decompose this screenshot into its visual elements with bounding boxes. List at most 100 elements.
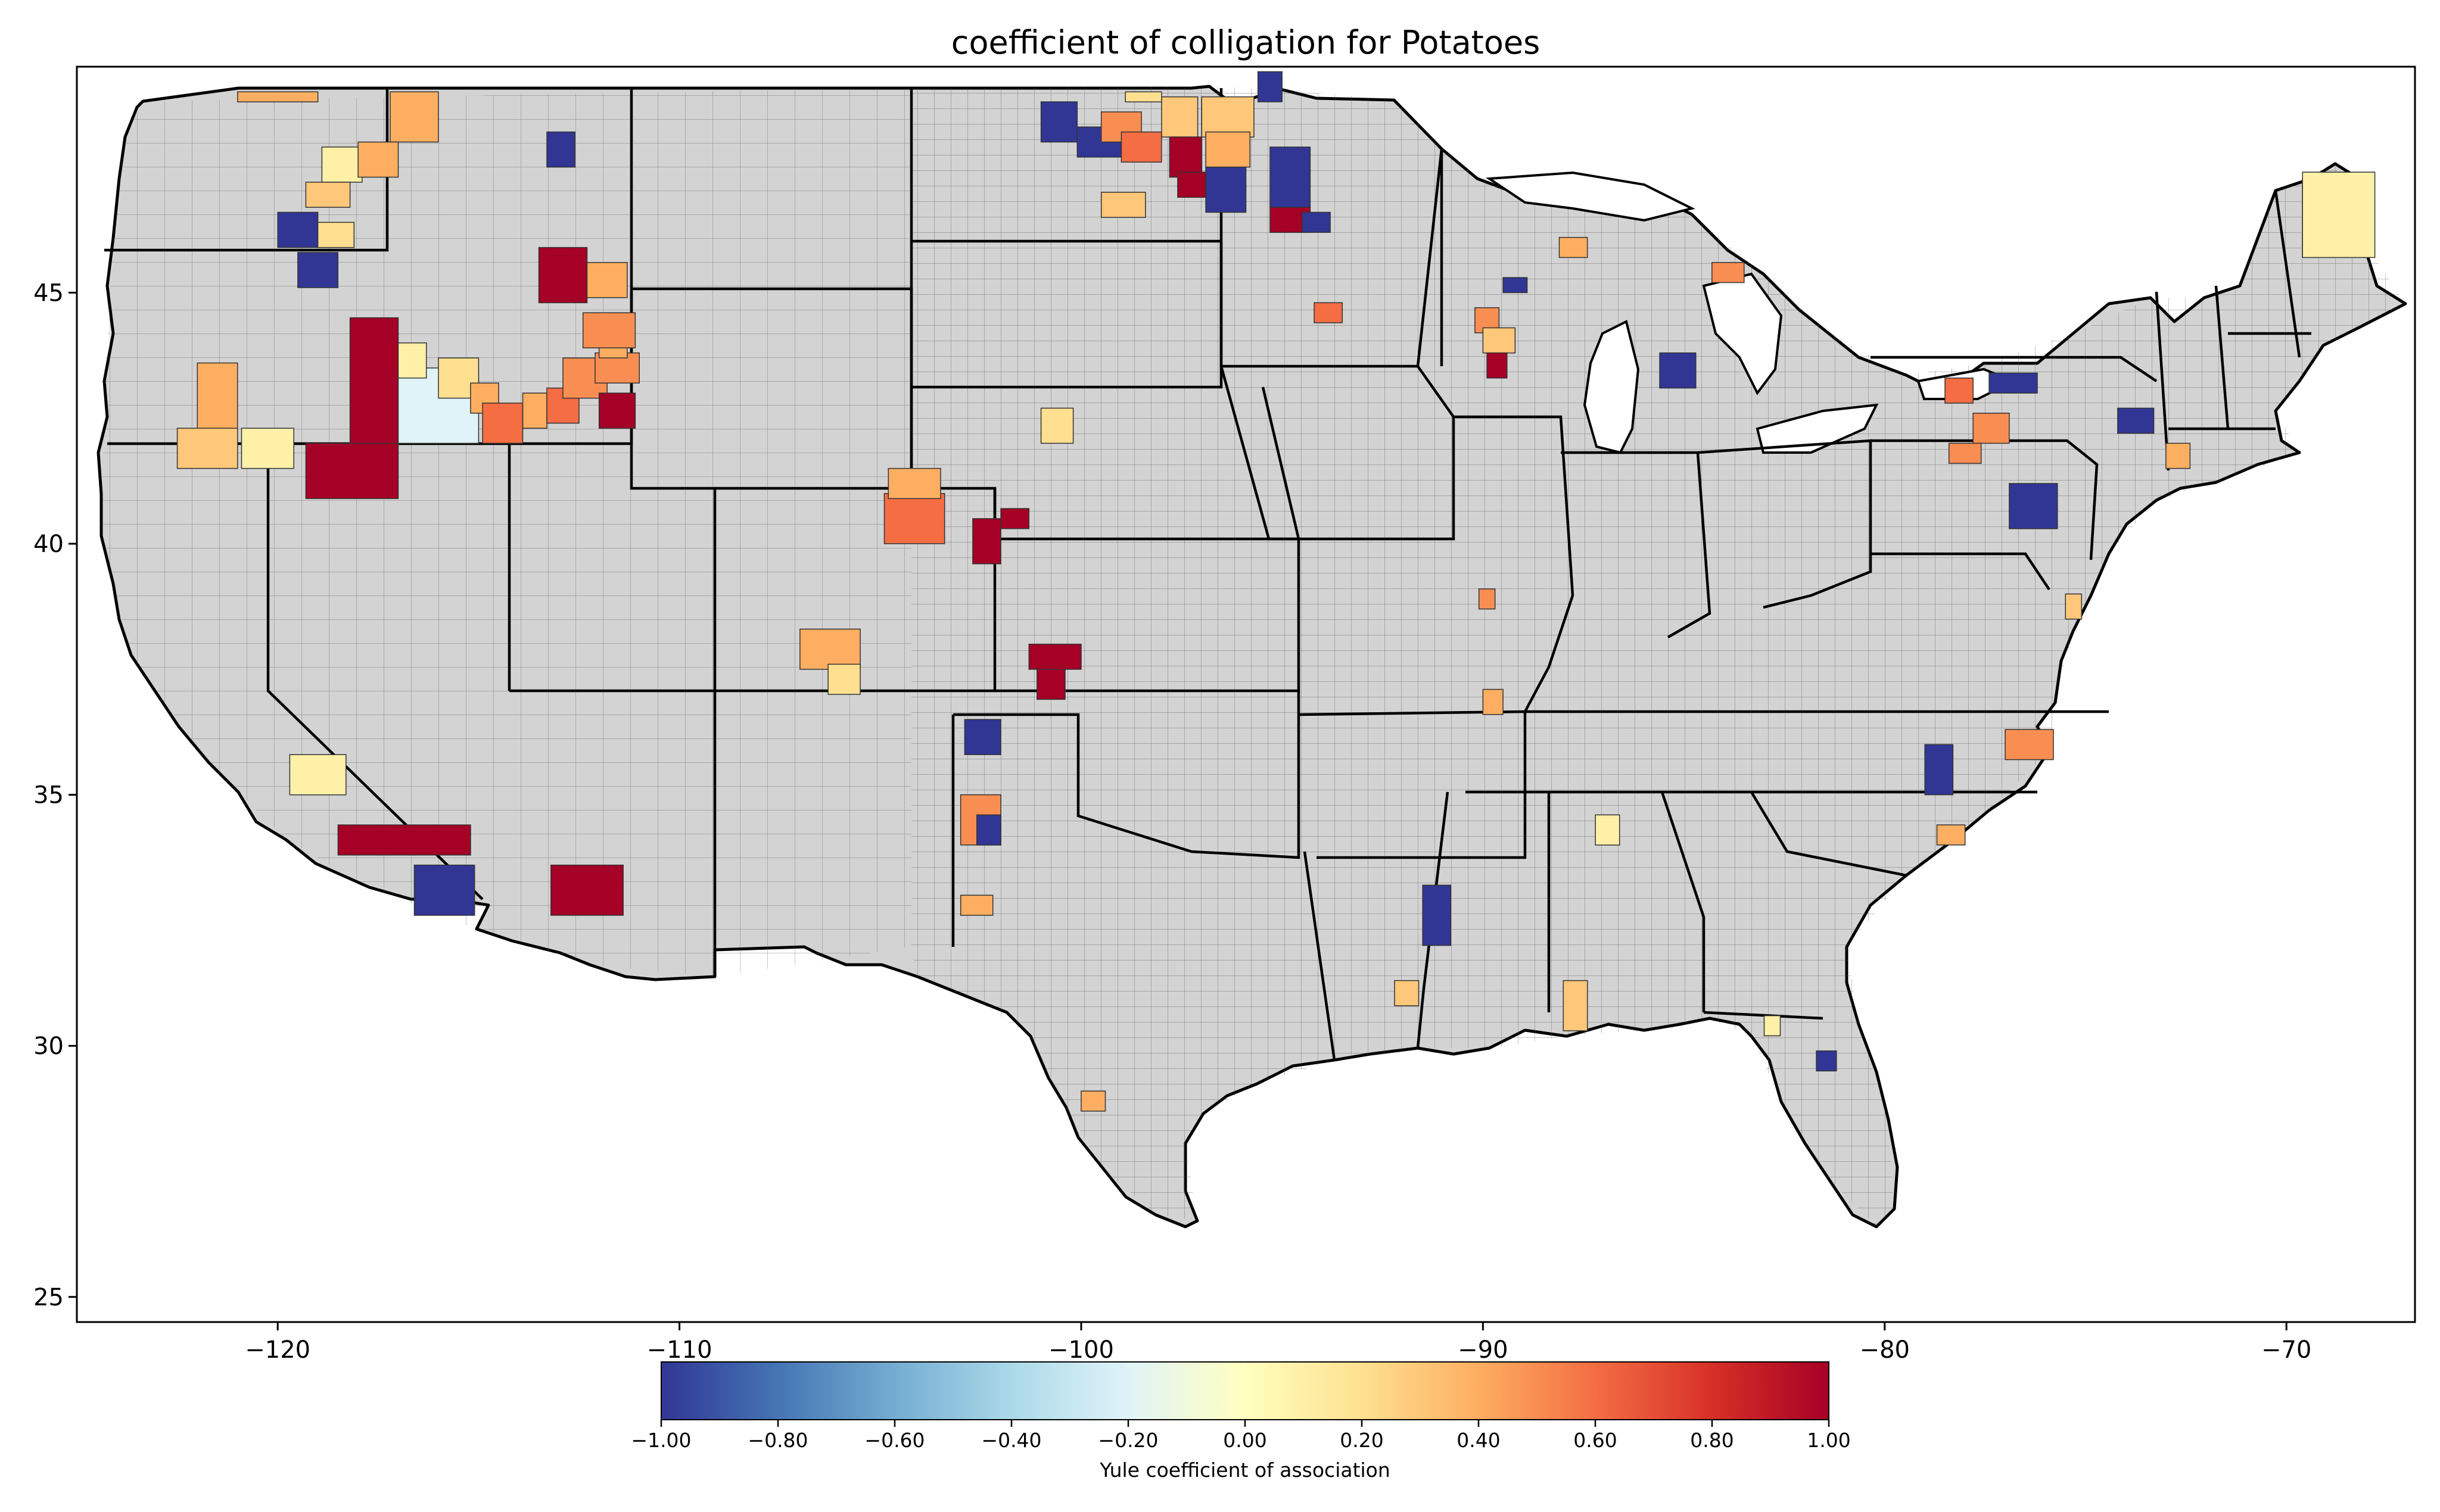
region-66 [1502,277,1528,294]
region-7 [297,252,339,288]
y-tick-label-3: 40 [33,531,64,558]
y-tick-label-4: 45 [33,279,64,307]
x-axis-ticks: −120 −110 −100 −90 −80 −70 [245,1322,2311,1364]
state-boundaries [104,88,2311,1061]
region-24 [598,392,636,429]
region-41 [964,719,1001,755]
colorbar-tick-label-0: −1.00 [631,1429,691,1452]
region-62 [1314,302,1343,323]
region-31 [550,864,624,916]
region-74 [1948,442,1982,464]
region-36 [972,518,1001,565]
region-76 [2117,407,2155,434]
region-29 [337,824,471,856]
region-89 [1478,588,1496,610]
region-30 [413,864,475,916]
region-23 [582,312,636,348]
region-73 [1944,378,1974,404]
x-tick-label-3: −90 [1458,1336,1508,1364]
region-28 [289,754,347,796]
data-regions [176,71,2376,1112]
colorbar-tick-label-9: 0.80 [1690,1429,1733,1452]
region-12 [305,442,399,499]
region-72 [1988,372,2038,394]
region-61 [1302,211,1331,233]
colorbar-label: Yule coefficient of association [1099,1458,1390,1482]
region-83 [1763,1015,1781,1037]
colorbar-tick-label-1: −0.80 [748,1429,808,1452]
region-2 [305,182,351,208]
map-axes: −120 −110 −100 −90 −80 −70 25 30 35 40 45 [33,66,2416,1364]
x-tick-label-0: −120 [245,1336,310,1364]
region-84 [1563,980,1588,1031]
region-10 [176,428,238,469]
region-68 [1659,352,1697,389]
region-9 [197,362,238,434]
region-87 [1394,980,1420,1006]
region-59 [1269,146,1311,208]
colorbar-tick-label-4: −0.20 [1098,1429,1158,1452]
region-11 [241,428,294,469]
y-tick-label-2: 35 [33,782,64,809]
region-55 [1201,96,1255,138]
region-18 [522,392,547,429]
region-71 [1972,413,2010,444]
region-44 [960,894,994,916]
colorbar: −1.00 −0.80 −0.60 −0.40 −0.20 0.00 0.20 0.40 0.6… [631,1361,1851,1482]
region-75 [2009,483,2058,529]
chart-title: coefficient of colligation for Potatoes [951,24,1540,61]
colorbar-tick-label-8: 0.60 [1573,1429,1617,1452]
x-tick-label-1: −110 [647,1336,712,1364]
county-grid-west [101,88,911,977]
region-81 [1936,824,1966,846]
region-32 [799,628,861,670]
region-46 [1161,96,1199,138]
region-52 [1125,91,1162,102]
region-35 [888,467,941,499]
region-27 [546,131,575,168]
region-25 [538,247,588,304]
y-axis-ticks: 25 30 35 40 45 [33,279,77,1311]
region-49 [1040,101,1078,143]
region-80 [1924,744,1954,796]
region-88 [1482,688,1504,715]
colorbar-tick-label-5: 0.00 [1223,1429,1266,1452]
y-tick-label-0: 25 [33,1284,64,1311]
region-5 [357,141,399,178]
colorbar-tick-label-2: −0.60 [864,1429,925,1452]
region-69 [1711,262,1745,283]
y-tick-label-1: 30 [33,1033,64,1060]
x-tick-label-2: −100 [1048,1336,1114,1364]
region-6 [237,91,319,102]
region-1 [321,146,363,183]
region-33 [827,663,861,695]
region-37 [1000,508,1030,529]
region-70 [2302,172,2376,258]
x-tick-label-5: −70 [2261,1336,2311,1364]
region-64 [1482,327,1516,354]
region-3 [277,211,319,248]
colorbar-tick-label-7: 0.40 [1456,1429,1500,1452]
region-40 [1037,669,1066,700]
colorbar-tick-label-10: 1.00 [1807,1429,1850,1452]
region-0 [390,91,439,143]
region-65 [1486,352,1508,379]
axes-frame [76,66,2416,1323]
region-53 [1121,131,1162,163]
colorbar-tick-label-6: 0.20 [1340,1429,1383,1452]
region-39 [1028,643,1082,670]
region-45 [1081,1090,1106,1112]
x-tick-label-4: −80 [1860,1336,1910,1364]
region-48 [1177,172,1210,198]
region-14 [397,342,427,379]
region-78 [2065,593,2083,620]
region-8 [349,317,399,444]
region-79 [2005,729,2054,760]
region-34 [883,492,945,544]
region-58 [1257,71,1283,102]
region-4 [317,222,355,248]
region-67 [1558,236,1588,258]
region-86 [1422,884,1452,946]
colorbar-tick-label-3: −0.40 [981,1429,1041,1452]
